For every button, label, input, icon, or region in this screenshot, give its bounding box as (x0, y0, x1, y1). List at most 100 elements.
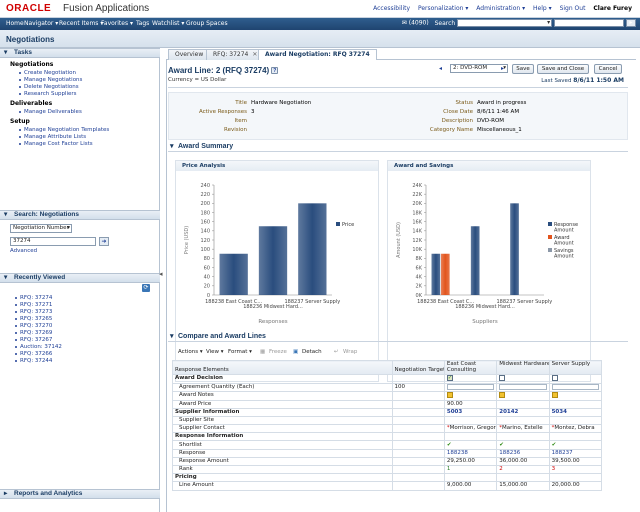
nav-favorites[interactable]: Favorites ▾ (101, 20, 134, 27)
y-tick-label: 120 (200, 238, 210, 244)
actions-menu[interactable]: Actions ▾ (178, 349, 203, 355)
table-row: Response Information (172, 432, 603, 442)
sign-out-link[interactable]: Sign Out (559, 5, 586, 12)
wrap-icon[interactable]: ↵ (334, 349, 339, 355)
col-header[interactable]: East Coast Consulting (443, 360, 498, 375)
view-menu[interactable]: View ▾ (206, 349, 224, 355)
pane-splitter-icon[interactable]: ◂ (159, 270, 163, 278)
table-cell (496, 415, 550, 426)
save-and-close-button[interactable]: Save and Close (537, 64, 589, 74)
table-toolbar: Actions ▾ View ▾ Format ▾ ▦ Freeze ▣ Det… (168, 348, 628, 358)
task-create-negotiation[interactable]: Create Negotiation (19, 70, 76, 76)
recent-item[interactable]: RFQ: 37270 (14, 323, 53, 329)
save-button[interactable]: Save (512, 64, 534, 74)
task-manage-negotiations[interactable]: Manage Negotiations (18, 77, 83, 83)
nav-group-spaces[interactable]: Group Spaces (186, 20, 228, 27)
tab-rfq[interactable]: RFQ: 37274 ✕ (206, 49, 265, 60)
format-menu[interactable]: Format ▾ (228, 349, 252, 355)
table-cell (391, 424, 445, 434)
recent-item[interactable]: RFQ: 37273 (14, 309, 53, 315)
nav-watchlist[interactable]: Watchlist ▾ (152, 20, 185, 27)
contact-value[interactable]: Montez, Debra (554, 425, 595, 432)
search-negotiations-header[interactable]: Search: Negotiations (0, 210, 160, 220)
search-criteria-select[interactable]: Negotiation Number (10, 224, 72, 233)
recent-item[interactable]: RFQ: 37267 (14, 337, 53, 343)
task-research-suppliers[interactable]: Research Suppliers (19, 91, 77, 97)
cell-link[interactable]: 188238 (446, 449, 468, 456)
notification-count[interactable]: (4090) (408, 19, 429, 27)
quantity-input[interactable] (446, 383, 495, 390)
tab-award-negotiation[interactable]: Award Negotiation: RFQ 37274 (258, 49, 377, 61)
recent-item[interactable]: RFQ: 37274 (14, 295, 53, 301)
nav-home[interactable]: Home (6, 20, 24, 27)
search-arrow-icon[interactable]: ➜ (99, 237, 109, 246)
advanced-search-link[interactable]: Advanced (10, 248, 38, 254)
task-manage-negotiation-templates[interactable]: Manage Negotiation Templates (18, 127, 110, 133)
search-scope-select[interactable]: All (457, 19, 553, 27)
note-icon[interactable] (499, 392, 506, 398)
close-icon[interactable]: ✕ (252, 51, 258, 58)
col-header[interactable]: Midwest Hardware (496, 360, 550, 375)
recent-item[interactable]: Auction: 37142 (15, 344, 62, 350)
task-delete-negotiations[interactable]: Delete Negotiations (19, 84, 79, 90)
reports-analytics-header[interactable]: Reports and Analytics (0, 489, 160, 499)
contact-value[interactable]: Morrison, Gregory (449, 425, 497, 432)
table-cell (391, 456, 445, 467)
tasks-header[interactable]: Tasks (0, 48, 160, 58)
award-summary-header[interactable]: Award Summary (168, 142, 628, 152)
detach-icon[interactable]: ▣ (293, 349, 299, 355)
col-header[interactable]: Response Elements (172, 360, 393, 375)
task-manage-attribute-lists[interactable]: Manage Attribute Lists (18, 134, 87, 140)
recent-item[interactable]: RFQ: 37265 (14, 316, 53, 322)
cell-link[interactable]: 5034 (551, 408, 567, 415)
recent-item[interactable]: RFQ: 37244 (14, 358, 53, 364)
cell-link[interactable]: 188237 (551, 449, 573, 456)
personalization-menu[interactable]: Personalization ▾ (417, 5, 469, 12)
nav-navigator[interactable]: Navigator ▾ (24, 20, 59, 27)
tab-overview[interactable]: Overview (168, 49, 211, 60)
recently-viewed-header[interactable]: Recently Viewed (0, 273, 160, 283)
notifications-icon[interactable]: ✉ (401, 19, 407, 27)
search-go-icon[interactable]: ▸ (626, 19, 636, 27)
help-menu[interactable]: Help ▾ (533, 5, 552, 12)
recent-item[interactable]: RFQ: 37271 (14, 302, 53, 308)
note-icon[interactable] (551, 392, 558, 398)
help-icon[interactable]: ? (271, 67, 279, 75)
search-input[interactable] (554, 19, 625, 27)
accessibility-link[interactable]: Accessibility (373, 5, 411, 12)
award-checkbox[interactable] (499, 375, 506, 381)
freeze-button[interactable]: Freeze (269, 349, 287, 355)
award-checkbox[interactable] (446, 375, 453, 381)
note-icon[interactable] (446, 392, 453, 398)
detach-button[interactable]: Detach (302, 349, 322, 355)
nav-tags[interactable]: Tags (136, 20, 150, 27)
award-checkbox[interactable] (551, 375, 558, 381)
recent-item[interactable]: RFQ: 37269 (14, 330, 53, 336)
recent-item[interactable]: RFQ: 37266 (14, 351, 53, 357)
cell-link[interactable]: 20142 (499, 408, 519, 415)
col-header[interactable]: Server Supply (548, 360, 603, 375)
quantity-input[interactable] (499, 383, 547, 390)
cancel-button[interactable]: Cancel (594, 64, 622, 74)
nav-recent-items[interactable]: Recent Items ▾ (59, 20, 104, 27)
previous-line-icon[interactable]: ◂ (439, 65, 443, 72)
compare-award-lines-header[interactable]: Compare and Award Lines (168, 332, 628, 342)
administration-menu[interactable]: Administration ▾ (476, 5, 526, 12)
contact-value[interactable]: Marino, Estelle (502, 425, 543, 432)
check-icon: ✔ (499, 441, 504, 448)
negotiation-search-input[interactable]: 37274 (10, 237, 96, 246)
freeze-icon[interactable]: ▦ (260, 349, 266, 355)
task-manage-deliverables[interactable]: Manage Deliverables (19, 109, 82, 115)
quantity-input[interactable] (551, 383, 599, 390)
cell-link[interactable]: 188236 (499, 449, 521, 456)
col-header[interactable]: Negotiation Target (391, 360, 445, 375)
cell-link[interactable]: 5003 (446, 408, 463, 415)
table-cell (548, 432, 603, 442)
wrap-button[interactable]: Wrap (343, 349, 358, 355)
bar (431, 253, 441, 295)
next-line-icon[interactable]: ▸ (501, 65, 505, 72)
table-cell (548, 473, 603, 483)
task-manage-cost-factor-lists[interactable]: Manage Cost Factor Lists (19, 141, 93, 147)
refresh-icon[interactable]: ⟳ (142, 284, 150, 292)
line-select[interactable]: 2: DVD-ROM (450, 64, 508, 73)
